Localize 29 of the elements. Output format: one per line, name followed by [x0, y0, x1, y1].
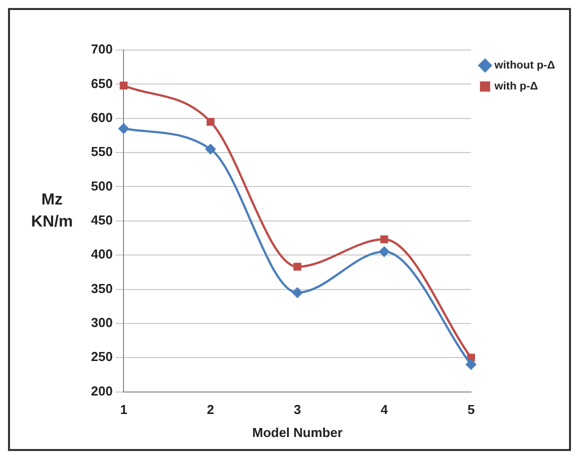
y-tick-label: 550 [90, 144, 113, 160]
y-axis-title: Mz KN/m [31, 191, 73, 230]
point [380, 235, 388, 244]
point [205, 144, 216, 154]
y-tick-label: 300 [90, 315, 113, 330]
x-tick-label: 4 [380, 402, 389, 418]
y-tick-label: 250 [90, 349, 113, 364]
point [293, 262, 302, 271]
legend-label: without p-Δ [494, 60, 556, 72]
y-tick-label: 400 [90, 246, 113, 262]
x-axis-title: Model Number [252, 424, 343, 440]
point [118, 124, 129, 134]
y-tick-label: 600 [90, 110, 113, 125]
point [466, 359, 476, 370]
x-tick-label: 1 [120, 402, 128, 418]
y-tick-label: 200 [90, 383, 113, 398]
y-tick-label: 500 [90, 178, 113, 194]
x-tick-label: 3 [294, 402, 301, 418]
point [379, 246, 390, 257]
y-tick-label: 650 [90, 76, 113, 91]
x-tick-label: 5 [467, 402, 475, 418]
point [120, 82, 128, 90]
x-tick-label: 2 [206, 402, 214, 418]
point [206, 118, 214, 126]
y-tick-label: 450 [90, 212, 113, 228]
y-tick-label: 350 [90, 280, 113, 296]
legend-label: with p-Δ [494, 80, 538, 93]
y-tick-label: 700 [90, 42, 113, 57]
point [292, 288, 302, 298]
